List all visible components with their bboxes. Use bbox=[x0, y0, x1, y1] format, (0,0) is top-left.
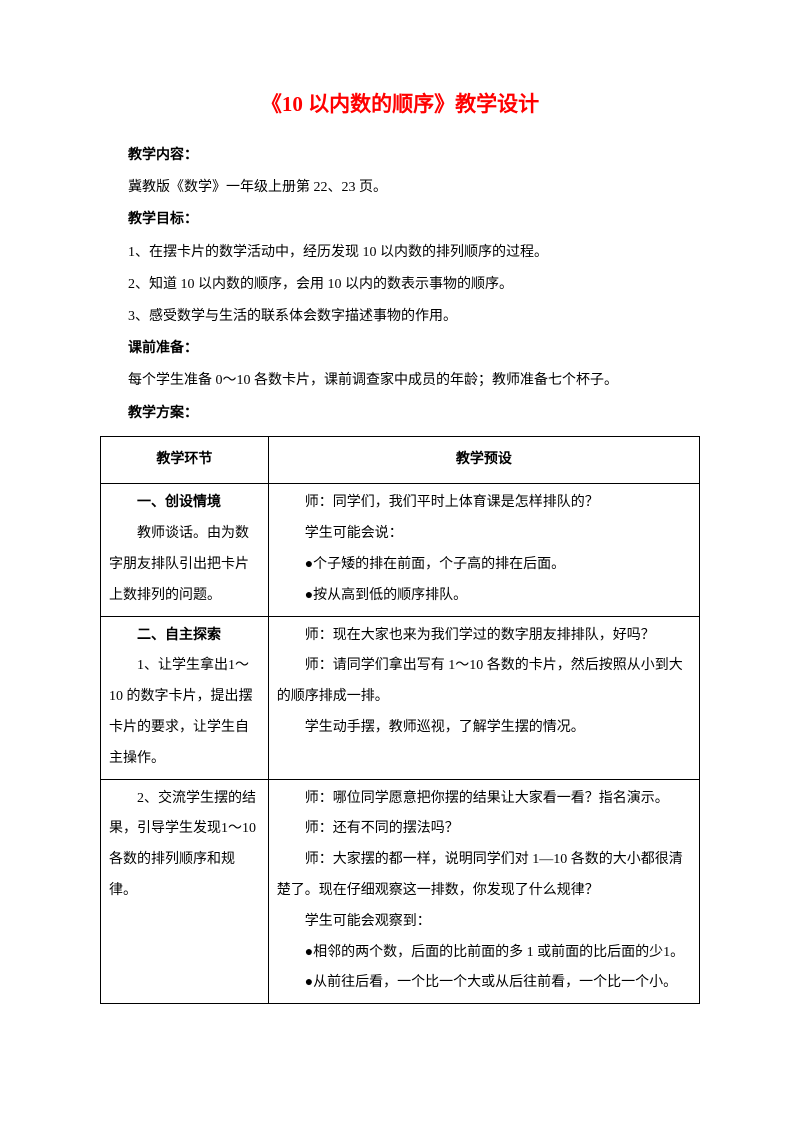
table-header-row: 教学环节 教学预设 bbox=[101, 436, 700, 484]
prep-text: 每个学生准备 0～10 各数卡片，课前调查家中成员的年龄；教师准备七个杯子。 bbox=[100, 365, 700, 397]
dialogue-line: 师：现在大家也来为我们学过的数字朋友排排队，好吗？ bbox=[277, 621, 691, 652]
table-cell-right: 师：同学们，我们平时上体育课是怎样排队的？ 学生可能会说： ●个子矮的排在前面，… bbox=[268, 484, 699, 616]
row-heading: 一、创设情境 bbox=[109, 488, 260, 519]
table-cell-right: 师：哪位同学愿意把你摆的结果让大家看一看？指名演示。 师：还有不同的摆法吗？ 师… bbox=[268, 779, 699, 1004]
dialogue-line: 师：大家摆的都一样，说明同学们对 1—10 各数的大小都很清楚了。现在仔细观察这… bbox=[277, 845, 691, 907]
table-header-col1: 教学环节 bbox=[101, 436, 269, 484]
row-body: 教师谈话。由为数字朋友排队引出把卡片上数排列的问题。 bbox=[109, 519, 260, 611]
table-cell-right: 师：现在大家也来为我们学过的数字朋友排排队，好吗？ 师：请同学们拿出写有 1～1… bbox=[268, 616, 699, 779]
table-header-col2: 教学预设 bbox=[268, 436, 699, 484]
dialogue-line: 师：请同学们拿出写有 1～10 各数的卡片，然后按照从小到大的顺序排成一排。 bbox=[277, 651, 691, 713]
dialogue-line: 学生可能会说： bbox=[277, 519, 691, 550]
dialogue-line: ●从前往后看，一个比一个大或从后往前看，一个比一个小。 bbox=[277, 968, 691, 999]
dialogue-line: 学生动手摆，教师巡视，了解学生摆的情况。 bbox=[277, 713, 691, 744]
goal-item-2: 2、知道 10 以内数的顺序，会用 10 以内的数表示事物的顺序。 bbox=[100, 269, 700, 301]
goal-item-1: 1、在摆卡片的数学活动中，经历发现 10 以内数的排列顺序的过程。 bbox=[100, 237, 700, 269]
content-text: 冀教版《数学》一年级上册第 22、23 页。 bbox=[100, 172, 700, 204]
page-title: 《10 以内数的顺序》教学设计 bbox=[100, 88, 700, 118]
dialogue-line: ●相邻的两个数，后面的比前面的多 1 或前面的比后面的少1。 bbox=[277, 938, 691, 969]
content-heading: 教学内容： bbox=[100, 140, 700, 172]
dialogue-line: 师：同学们，我们平时上体育课是怎样排队的？ bbox=[277, 488, 691, 519]
table-row: 2、交流学生摆的结果，引导学生发现1～10 各数的排列顺序和规律。 师：哪位同学… bbox=[101, 779, 700, 1004]
row-body: 2、交流学生摆的结果，引导学生发现1～10 各数的排列顺序和规律。 bbox=[109, 784, 260, 907]
row-body: 1、让学生拿出1～10 的数字卡片，提出摆卡片的要求，让学生自主操作。 bbox=[109, 651, 260, 774]
table-row: 一、创设情境 教师谈话。由为数字朋友排队引出把卡片上数排列的问题。 师：同学们，… bbox=[101, 484, 700, 616]
table-cell-left: 2、交流学生摆的结果，引导学生发现1～10 各数的排列顺序和规律。 bbox=[101, 779, 269, 1004]
dialogue-line: ●个子矮的排在前面，个子高的排在后面。 bbox=[277, 550, 691, 581]
dialogue-line: 师：还有不同的摆法吗？ bbox=[277, 814, 691, 845]
dialogue-line: 学生可能会观察到： bbox=[277, 907, 691, 938]
lesson-plan-table: 教学环节 教学预设 一、创设情境 教师谈话。由为数字朋友排队引出把卡片上数排列的… bbox=[100, 436, 700, 1005]
goal-item-3: 3、感受数学与生活的联系体会数字描述事物的作用。 bbox=[100, 301, 700, 333]
dialogue-line: 师：哪位同学愿意把你摆的结果让大家看一看？指名演示。 bbox=[277, 784, 691, 815]
goals-heading: 教学目标： bbox=[100, 204, 700, 236]
table-cell-left: 二、自主探索 1、让学生拿出1～10 的数字卡片，提出摆卡片的要求，让学生自主操… bbox=[101, 616, 269, 779]
dialogue-line: ●按从高到低的顺序排队。 bbox=[277, 581, 691, 612]
prep-heading: 课前准备： bbox=[100, 333, 700, 365]
plan-heading: 教学方案： bbox=[100, 398, 700, 430]
row-heading: 二、自主探索 bbox=[109, 621, 260, 652]
table-row: 二、自主探索 1、让学生拿出1～10 的数字卡片，提出摆卡片的要求，让学生自主操… bbox=[101, 616, 700, 779]
table-cell-left: 一、创设情境 教师谈话。由为数字朋友排队引出把卡片上数排列的问题。 bbox=[101, 484, 269, 616]
